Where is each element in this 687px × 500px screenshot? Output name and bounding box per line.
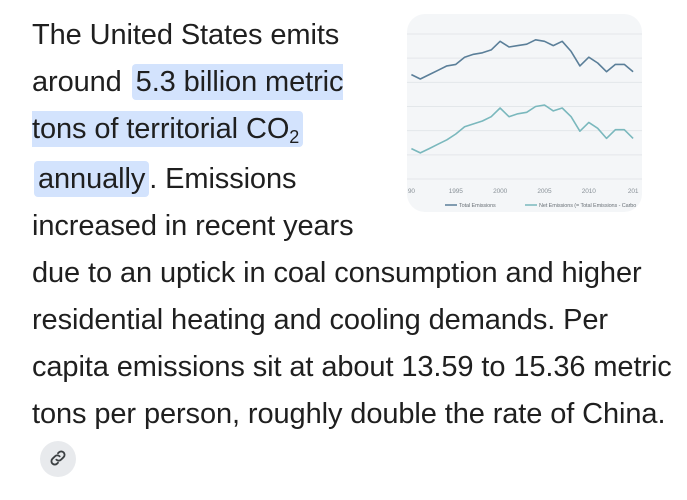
highlight-text: 5.3 billion metric tons of territorial C…: [32, 66, 344, 145]
x-tick-label: 2010: [582, 188, 597, 195]
series-line-total-emissions: [411, 38, 634, 80]
highlight-tail-text: annually: [38, 163, 146, 195]
answer-highlight-continued[interactable]: annually: [34, 161, 150, 197]
legend-label: Net Emissions (= Total Emissions - Carbo: [539, 203, 636, 209]
legend-label: Total Emissions: [459, 203, 496, 209]
emissions-chart-thumbnail[interactable]: 90 1995 2000 2005 2010 201 Total Emissions Net …: [407, 14, 642, 212]
emissions-line-chart: 90 1995 2000 2005 2010 201 Total Emissions Net …: [407, 33, 642, 209]
ai-overview-answer: 90 1995 2000 2005 2010 201 Total Emissions Net …: [32, 12, 672, 485]
answer-body: . Emissions increased in recent years du…: [32, 163, 672, 430]
link-icon: [48, 436, 68, 483]
highlight-subscript: 2: [289, 127, 300, 147]
x-tick-label: 90: [408, 188, 416, 195]
x-tick-label: 201: [628, 188, 639, 195]
x-tick-label: 1995: [449, 188, 464, 195]
answer-intro: The United States emits around: [32, 19, 340, 98]
series-line-net-emissions: [411, 104, 634, 154]
source-link-button[interactable]: [40, 441, 76, 478]
x-tick-label: 2000: [493, 188, 508, 195]
x-tick-label: 2005: [537, 188, 552, 195]
